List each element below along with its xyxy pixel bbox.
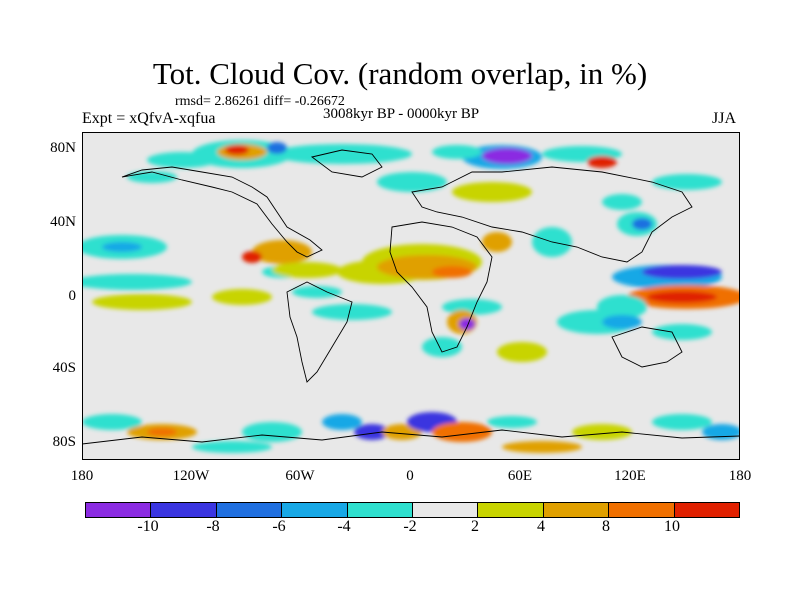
lon-tick-label: 180 bbox=[728, 468, 752, 484]
colorbar-label: -10 bbox=[137, 518, 159, 535]
colorbar-label: 2 bbox=[471, 518, 479, 535]
colorbar-swatch bbox=[216, 503, 283, 517]
colorbar-label: 10 bbox=[664, 518, 680, 535]
colorbar-swatch bbox=[86, 503, 152, 517]
colorbar-label: 8 bbox=[602, 518, 610, 535]
colorbar-swatch bbox=[151, 503, 217, 517]
cloud-cover-anomaly-map bbox=[82, 132, 740, 460]
lon-tick-label: 180 bbox=[70, 468, 94, 484]
lon-tick-label: 60W bbox=[285, 468, 315, 484]
experiment-label: Expt = xQfvA-xqfua bbox=[82, 110, 216, 127]
lat-tick-label: 40N bbox=[50, 214, 76, 230]
stats-text: rmsd= 2.86261 diff= -0.26672 bbox=[175, 94, 345, 109]
lat-tick-label: 80S bbox=[52, 434, 76, 450]
map-title: Tot. Cloud Cov. (random overlap, in %) bbox=[152, 56, 648, 91]
colorbar-swatch bbox=[543, 503, 610, 517]
colorbar-swatch bbox=[674, 503, 740, 517]
colorbar-label: -8 bbox=[206, 518, 220, 535]
season-label: JJA bbox=[712, 110, 737, 127]
lon-tick-label: 120E bbox=[614, 468, 646, 484]
lon-tick-label: 60E bbox=[507, 468, 533, 484]
lat-tick-label: 0 bbox=[68, 288, 77, 304]
colorbar-label: -4 bbox=[337, 518, 351, 535]
lat-tick-label: 40S bbox=[52, 360, 76, 376]
colorbar-swatch bbox=[478, 503, 544, 517]
coastlines bbox=[82, 149, 740, 445]
colorbar bbox=[85, 502, 740, 518]
period-label: 3008kyr BP - 0000kyr BP bbox=[323, 106, 480, 122]
anomaly-field bbox=[82, 140, 740, 453]
colorbar-swatch bbox=[347, 503, 414, 517]
colorbar-swatch bbox=[282, 503, 348, 517]
colorbar-swatch bbox=[413, 503, 479, 517]
lat-tick-label: 80N bbox=[50, 140, 76, 156]
lon-tick-label: 0 bbox=[406, 468, 414, 484]
colorbar-label: 4 bbox=[537, 518, 545, 535]
colorbar-label: -6 bbox=[272, 518, 286, 535]
colorbar-label: -2 bbox=[403, 518, 417, 535]
lon-tick-label: 120W bbox=[172, 468, 210, 484]
colorbar-swatch bbox=[609, 503, 675, 517]
